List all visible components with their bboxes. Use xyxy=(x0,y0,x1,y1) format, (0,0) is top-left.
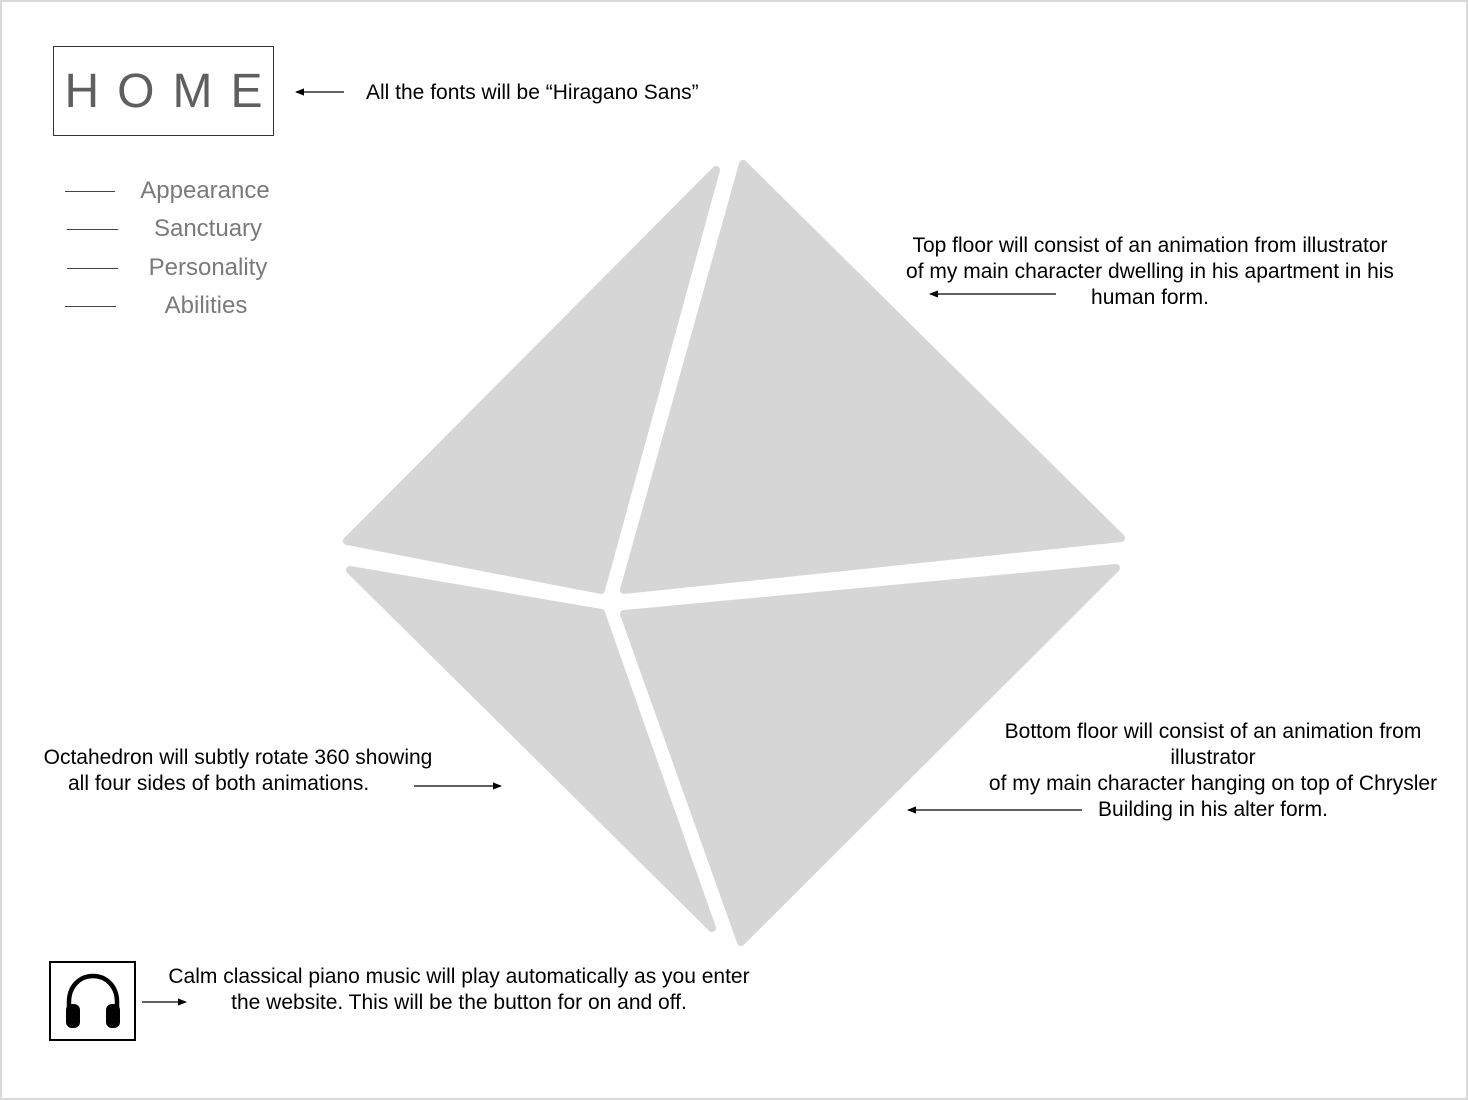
note-line: Calm classical piano music will play aut… xyxy=(168,965,750,988)
nav-item-appearance[interactable]: Appearance xyxy=(60,176,300,206)
note-line: illustrator xyxy=(1170,746,1256,769)
note-line: all four sides of both animations. xyxy=(68,772,370,795)
nav-dash xyxy=(65,191,115,192)
home-label: HOME xyxy=(64,64,281,118)
nav-item-label: Sanctuary xyxy=(153,215,263,242)
nav-item-personality[interactable]: Personality xyxy=(60,253,300,283)
note-line: human form. xyxy=(1091,286,1209,309)
octahedron-facet-top-left xyxy=(343,166,720,594)
note-top-floor: Top floor will consist of an animation f… xyxy=(874,233,1426,311)
music-toggle-button[interactable] xyxy=(49,961,136,1041)
headphones-icon xyxy=(65,973,120,1028)
note-line: of my main character hanging on top of C… xyxy=(988,772,1438,795)
octahedron-facet-bottom-right xyxy=(620,564,1120,946)
nav-dash xyxy=(65,306,116,307)
octahedron-facet-bottom-left xyxy=(346,566,716,932)
octahedron-facet-top-right xyxy=(620,160,1125,594)
note-bottom-floor: Bottom floor will consist of an animatio… xyxy=(964,719,1462,823)
nav-item-sanctuary[interactable]: Sanctuary xyxy=(60,214,300,244)
note-line: the website. This will be the button for… xyxy=(231,991,687,1014)
note-line: Octahedron will subtly rotate 360 showin… xyxy=(43,746,433,769)
note-music: Calm classical piano music will play aut… xyxy=(138,964,780,1016)
nav-item-abilities[interactable]: Abilities xyxy=(60,291,300,321)
home-button[interactable]: HOME xyxy=(53,46,274,136)
note-line: Bottom floor will consist of an animatio… xyxy=(1004,720,1422,743)
nav-item-label: Personality xyxy=(148,254,268,281)
nav-dash xyxy=(67,268,118,269)
nav-item-label: Appearance xyxy=(140,177,270,204)
note-line: Building in his alter form. xyxy=(1098,798,1328,821)
note-octahedron: Octahedron will subtly rotate 360 showin… xyxy=(18,745,458,797)
nav-dash xyxy=(67,229,118,230)
note-line: Top floor will consist of an animation f… xyxy=(912,234,1388,257)
note-line: of my main character dwelling in his apa… xyxy=(906,260,1394,283)
nav-item-label: Abilities xyxy=(164,292,248,319)
note-fonts: All the fonts will be “Hiragano Sans” xyxy=(366,81,699,104)
